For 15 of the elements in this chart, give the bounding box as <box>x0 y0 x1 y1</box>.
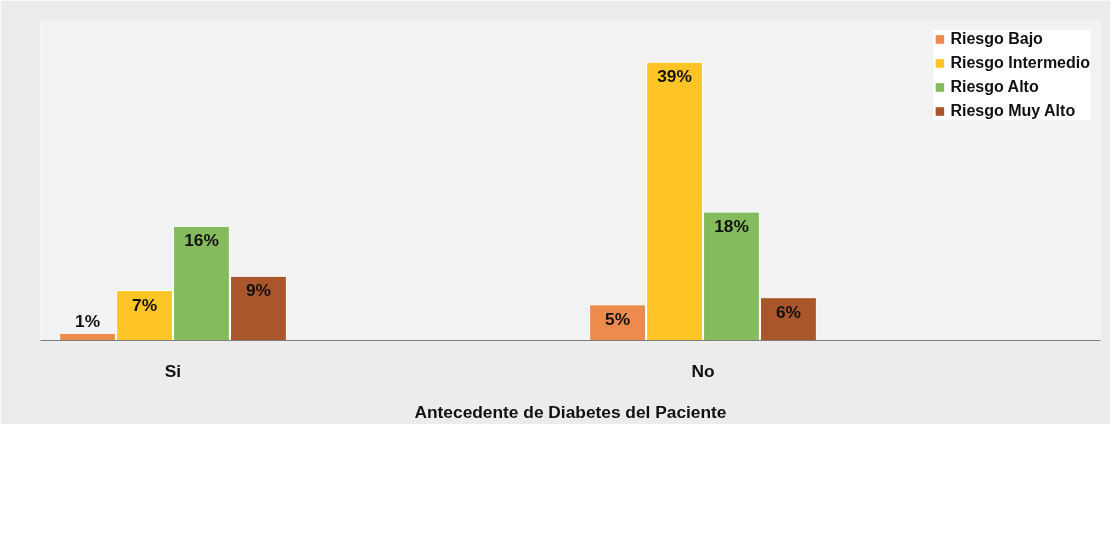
data-label: 5% <box>605 308 631 329</box>
data-label: 9% <box>245 280 271 301</box>
x-axis-title: Antecedente de Diabetes del Paciente <box>414 401 727 422</box>
data-label: 39% <box>657 66 692 87</box>
x-tick-label: No <box>691 360 715 381</box>
x-tick-label: Si <box>164 360 182 381</box>
data-label: 7% <box>131 294 158 315</box>
data-label: 1% <box>75 311 101 332</box>
data-label: 16% <box>184 230 219 251</box>
data-label: 18% <box>714 216 749 237</box>
legend-label: Riesgo Muy Alto <box>950 102 1076 120</box>
legend-label: Riesgo Bajo <box>950 30 1043 48</box>
data-label: 6% <box>775 301 801 322</box>
legend-label: Riesgo Intermedio <box>950 54 1090 72</box>
legend-label: Riesgo Alto <box>950 78 1039 96</box>
